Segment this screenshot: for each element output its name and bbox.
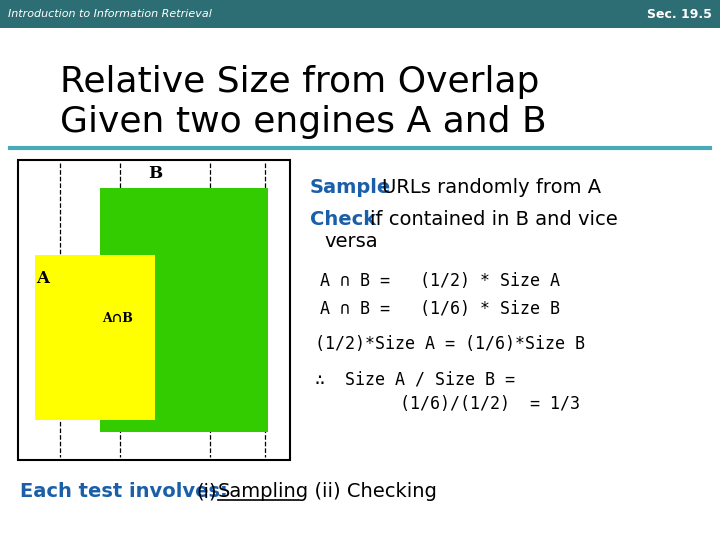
Text: Sample: Sample [310,178,391,197]
Text: (1/6)/(1/2)  = 1/3: (1/6)/(1/2) = 1/3 [400,395,580,413]
Bar [18,160,290,460]
Text: Each test involves:: Each test involves: [20,482,228,501]
Text: Introduction to Information Retrieval: Introduction to Information Retrieval [8,9,212,19]
Text: ∴  Size A / Size B =: ∴ Size A / Size B = [315,370,515,388]
Bar [0,0,720,28]
Bar [35,255,155,420]
Text: Given two engines A and B: Given two engines A and B [60,105,546,139]
Text: (i): (i) [196,482,217,501]
Text: A ∩ B =   (1/6) * Size B: A ∩ B = (1/6) * Size B [320,300,560,318]
Text: URLs randomly from A: URLs randomly from A [382,178,601,197]
Text: A∩B: A∩B [102,312,133,325]
Text: (1/2)*Size A = (1/6)*Size B: (1/2)*Size A = (1/6)*Size B [315,335,585,353]
Text: (ii) Checking: (ii) Checking [302,482,437,501]
Text: Sec. 19.5: Sec. 19.5 [647,8,712,21]
Text: B: B [148,165,162,182]
Text: Relative Size from Overlap: Relative Size from Overlap [60,65,539,99]
Bar [100,188,268,432]
Text: Sampling: Sampling [218,482,309,501]
Text: Check: Check [310,210,376,229]
Text: versa: versa [324,232,377,251]
Text: A: A [36,270,49,287]
Bar [100,255,155,420]
Text: if contained in B and vice: if contained in B and vice [370,210,618,229]
Text: A ∩ B =   (1/2) * Size A: A ∩ B = (1/2) * Size A [320,272,560,290]
